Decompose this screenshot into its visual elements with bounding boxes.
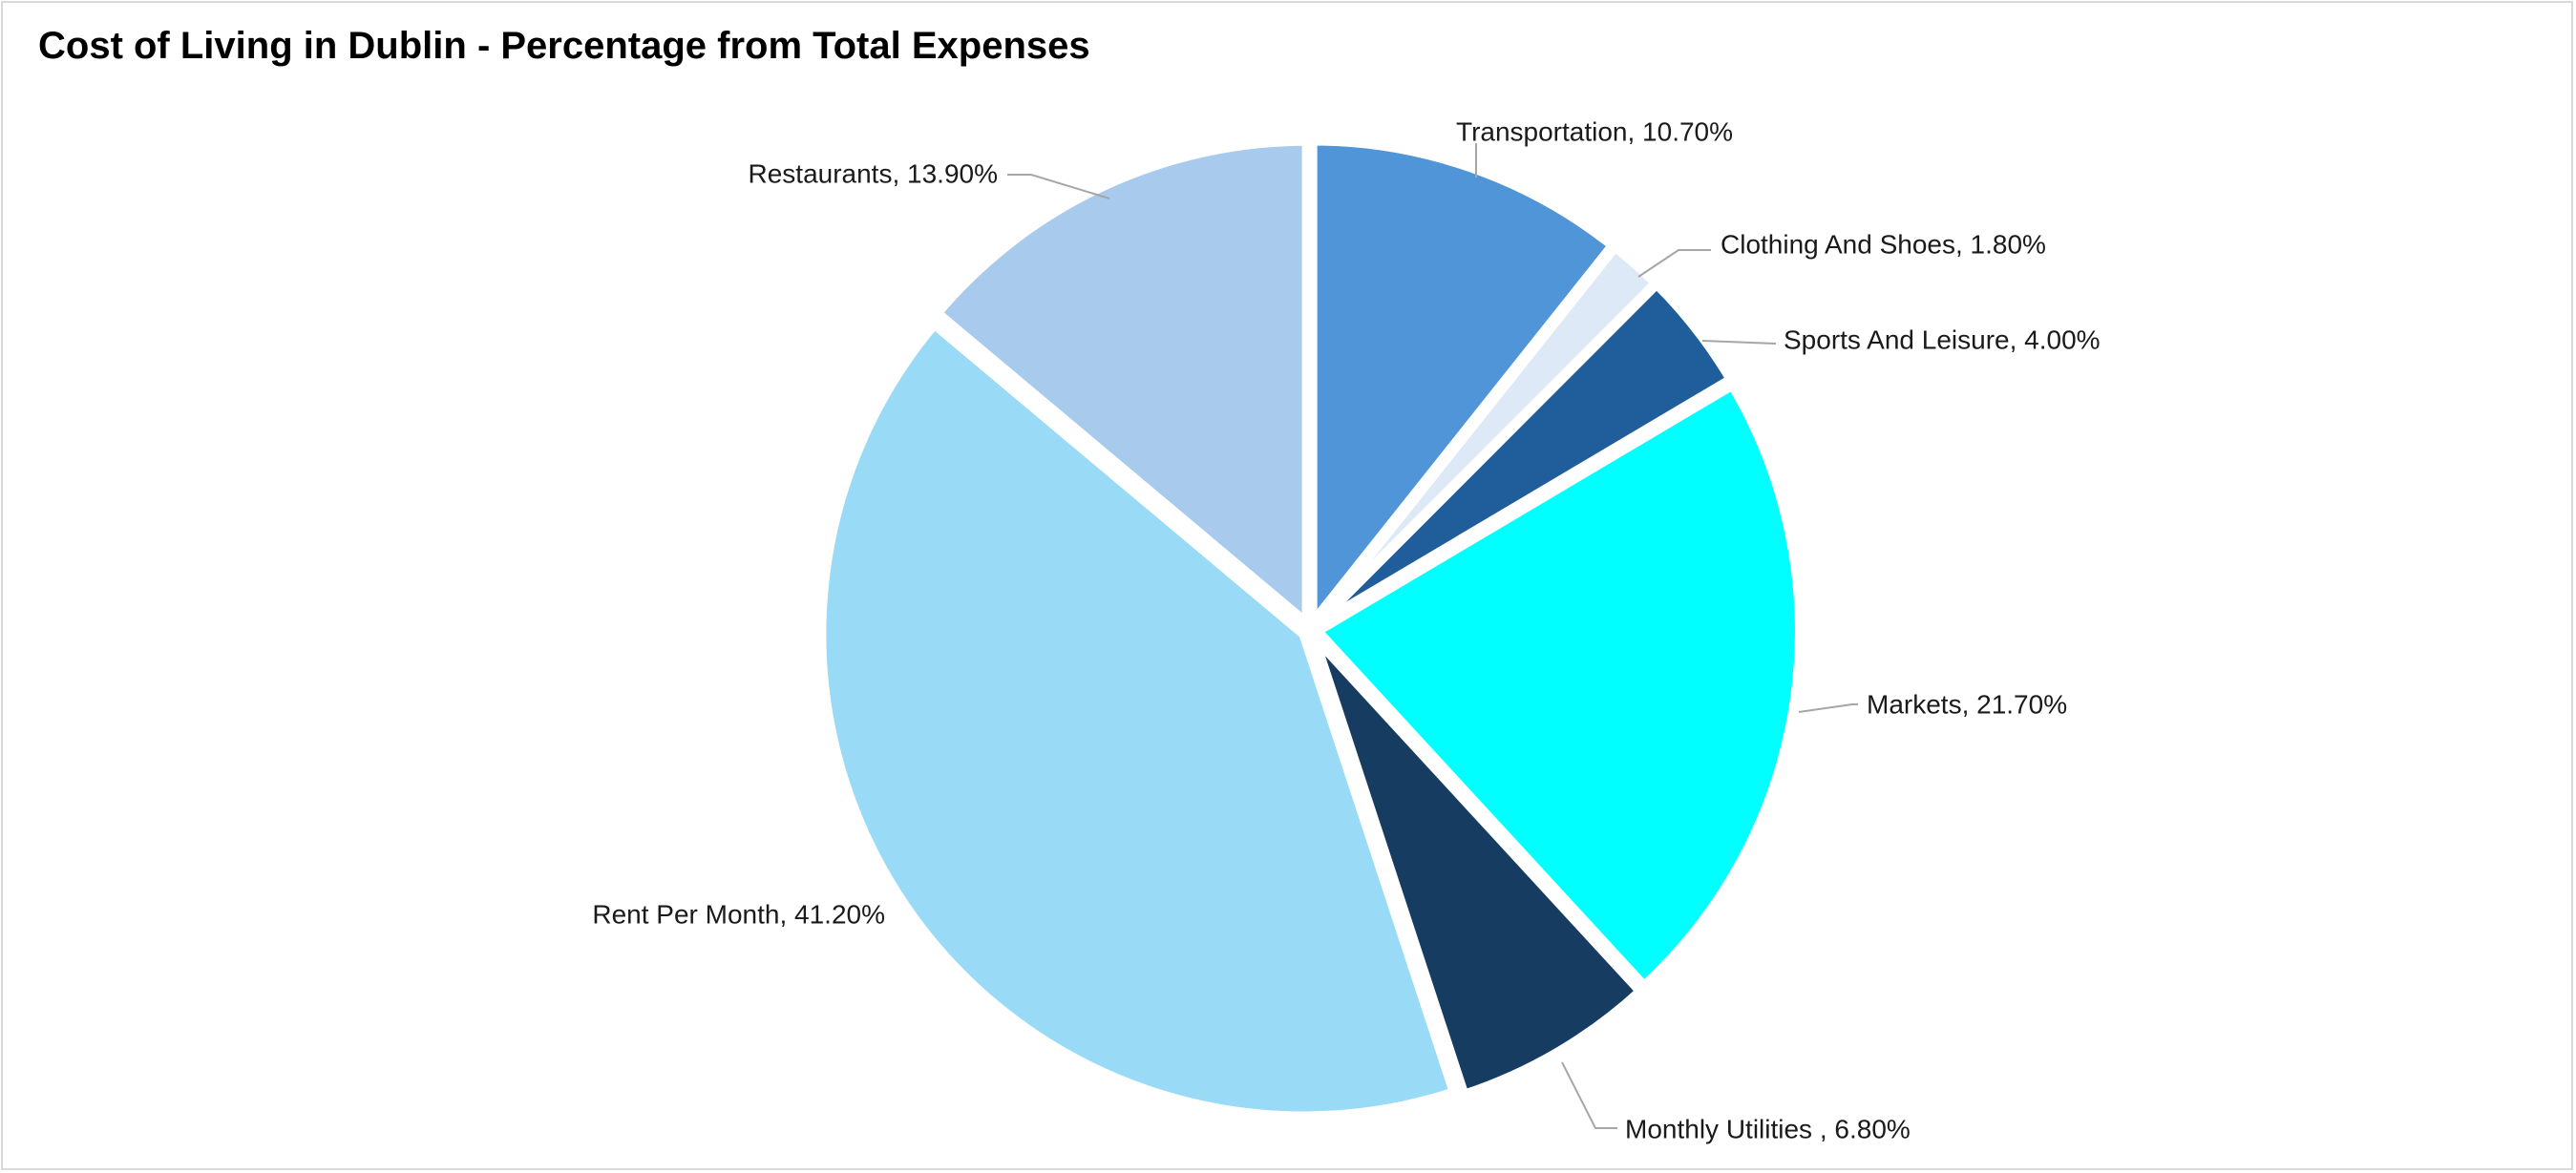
pie-slice [1309,631,1645,1100]
pie-slice [1312,380,1805,991]
leader-line [1798,703,1858,713]
slice-labels: Transportation, 10.70% Clothing And Shoes… [592,116,2100,1143]
pie-slice [816,319,1459,1121]
slice-label: Monthly Utilities , 6.80% [1625,1114,1911,1143]
leader-lines [1007,143,1858,1129]
pie-slices [816,136,1805,1121]
leader-line [1701,340,1777,345]
chart-title: Cost of Living in Dublin - Percentage fr… [38,25,1090,67]
slice-label: Transportation, 10.70% [1456,116,1733,146]
slice-label: Rent Per Month, 41.20% [592,899,885,929]
pie-slice [1311,279,1736,631]
slice-label: Sports And Leisure, 4.00% [1784,325,2101,354]
pie-slice [1307,136,1617,628]
leader-line [1561,1061,1617,1129]
slice-label: Markets, 21.70% [1867,689,2067,719]
pie-slice [932,136,1312,628]
slice-label: Restaurants, 13.90% [749,158,999,188]
leader-line [1637,249,1711,278]
leader-line [1007,174,1110,199]
slice-label: Clothing And Shoes, 1.80% [1721,229,2046,259]
